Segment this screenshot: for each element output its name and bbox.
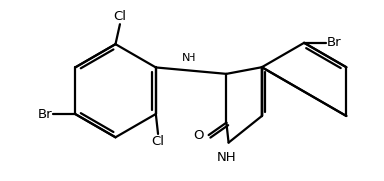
Text: H: H [187,53,195,63]
Text: Br: Br [38,108,52,121]
Text: Cl: Cl [152,135,164,148]
Text: O: O [193,129,203,142]
Text: Br: Br [327,36,342,49]
Text: Cl: Cl [113,10,126,23]
Text: N: N [182,53,190,63]
Text: NH: NH [217,151,236,164]
